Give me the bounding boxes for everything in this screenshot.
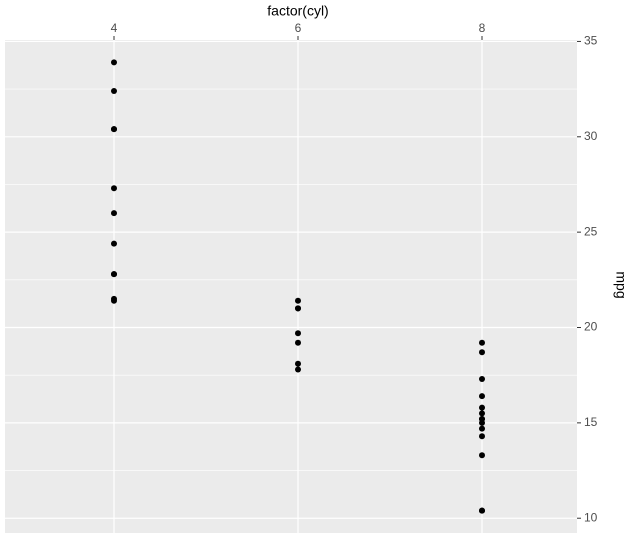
point: [479, 433, 485, 440]
point: [111, 240, 117, 247]
point: [111, 88, 117, 95]
point: [295, 339, 301, 346]
point: [295, 360, 301, 367]
point: [111, 59, 117, 66]
y-tick-label: 10: [584, 510, 598, 524]
x-tick-label: 8: [479, 21, 486, 35]
x-tick-label: 6: [295, 21, 302, 35]
x-tick-label: 4: [111, 21, 118, 35]
panel: [5, 40, 577, 533]
point: [479, 507, 485, 514]
y-tick-label: 35: [584, 34, 598, 48]
point: [479, 404, 485, 411]
point: [479, 349, 485, 356]
point: [295, 330, 301, 337]
point: [111, 185, 117, 192]
point: [479, 410, 485, 417]
point: [111, 297, 117, 304]
point: [479, 393, 485, 400]
point: [295, 366, 301, 373]
point: [111, 210, 117, 217]
point: [111, 126, 117, 133]
point: [479, 452, 485, 459]
y-axis-title: mpg: [613, 271, 629, 298]
y-tick-label: 20: [584, 320, 598, 334]
y-tick-label: 15: [584, 415, 598, 429]
point: [295, 297, 301, 304]
y-tick-label: 30: [584, 129, 598, 143]
point: [479, 375, 485, 382]
point: [295, 305, 301, 312]
point: [479, 339, 485, 346]
point: [111, 271, 117, 278]
x-axis-title: factor(cyl): [267, 3, 328, 19]
y-tick-label: 25: [584, 224, 598, 238]
point: [479, 419, 485, 426]
point: [479, 425, 485, 432]
